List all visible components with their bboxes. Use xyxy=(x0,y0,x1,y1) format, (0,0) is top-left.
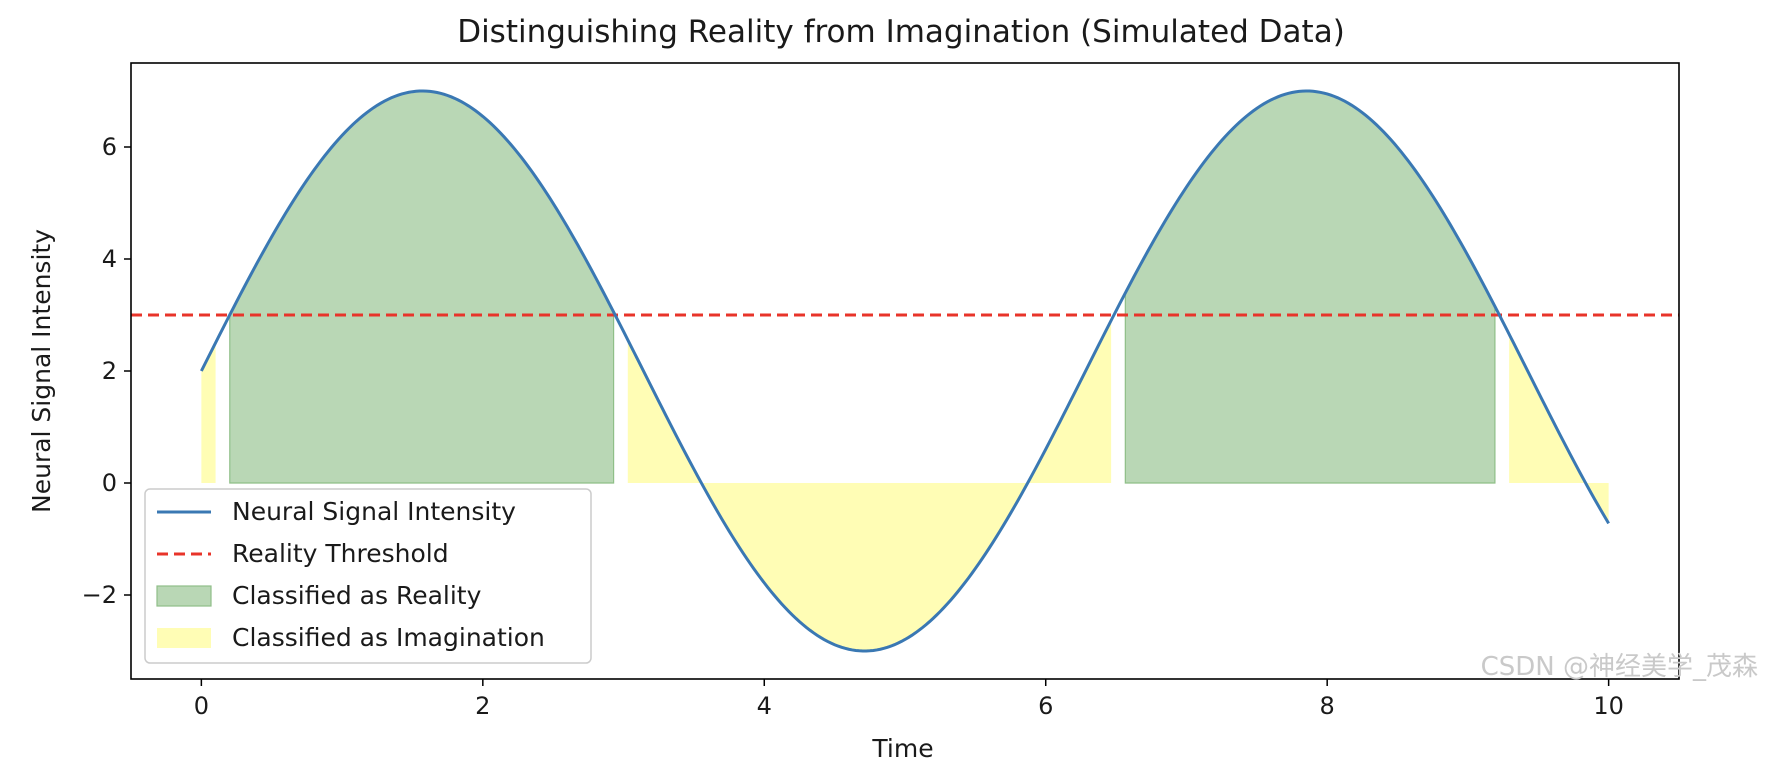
chart-title: Distinguishing Reality from Imagination … xyxy=(457,14,1345,50)
legend-label: Neural Signal Intensity xyxy=(232,497,516,526)
legend-label: Classified as Imagination xyxy=(232,623,545,652)
y-tick-label: 4 xyxy=(102,245,117,273)
reality-area-1 xyxy=(1124,90,1496,484)
plot-area xyxy=(131,89,1679,653)
x-tick-label: 2 xyxy=(475,692,490,720)
legend-label: Reality Threshold xyxy=(232,539,449,568)
legend-frame xyxy=(144,488,592,664)
x-tick-label: 6 xyxy=(1038,692,1053,720)
x-axis-label: Time xyxy=(871,734,933,763)
legend: Neural Signal Intensity Reality Threshold… xyxy=(144,488,592,664)
x-tick-label: 8 xyxy=(1320,692,1335,720)
y-axis-ticks: −2 0 2 4 6 xyxy=(82,133,131,609)
imagination-area-1 xyxy=(627,320,1112,651)
fill-areas xyxy=(201,90,1609,651)
watermark: CSDN @神经美学_茂森 xyxy=(1480,652,1758,682)
legend-label: Classified as Reality xyxy=(232,581,482,610)
imagination-area-2 xyxy=(1509,334,1609,524)
lines xyxy=(131,89,1679,653)
x-tick-label: 0 xyxy=(194,692,209,720)
x-tick-label: 4 xyxy=(757,692,772,720)
x-axis-ticks: 0 2 4 6 8 10 xyxy=(194,679,1624,720)
y-tick-label: 6 xyxy=(102,133,117,161)
reality-area-0 xyxy=(229,90,615,484)
legend-area-swatch xyxy=(156,585,212,607)
y-tick-label: 0 xyxy=(102,469,117,497)
imagination-area-0 xyxy=(201,342,216,483)
neural-signal-line xyxy=(200,89,1610,653)
y-axis-label: Neural Signal Intensity xyxy=(27,229,56,513)
x-tick-label: 10 xyxy=(1593,692,1624,720)
legend-area-swatch xyxy=(157,628,211,648)
y-tick-label: 2 xyxy=(102,357,117,385)
y-tick-label: −2 xyxy=(82,581,117,609)
